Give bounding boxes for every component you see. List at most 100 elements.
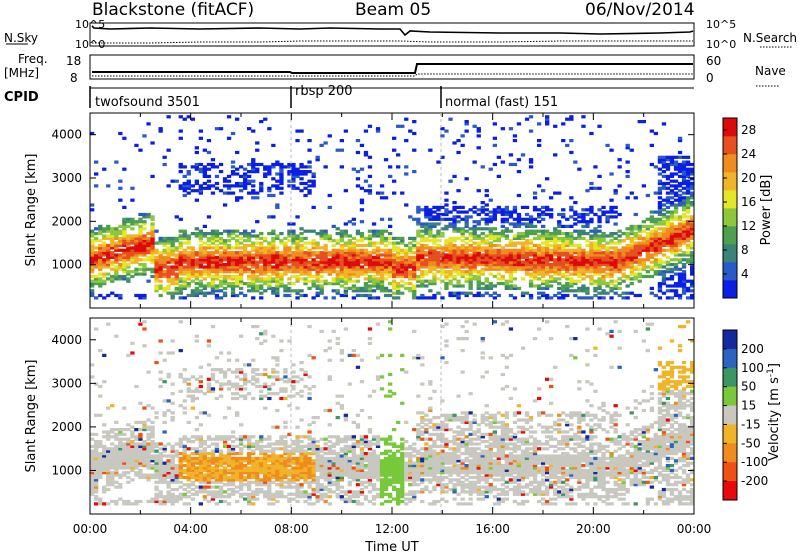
heatmap-cell xyxy=(690,284,695,288)
heatmap-cell xyxy=(452,260,457,264)
heatmap-cell xyxy=(130,241,135,245)
heatmap-cell xyxy=(275,184,280,188)
heatmap-cell xyxy=(440,205,445,209)
heatmap-cell xyxy=(230,165,236,169)
heatmap-cell xyxy=(146,461,151,465)
heatmap-cell xyxy=(669,227,675,231)
heatmap-cell xyxy=(690,184,695,188)
heatmap-cell xyxy=(162,466,167,470)
heatmap-cell xyxy=(210,265,216,269)
heatmap-cell xyxy=(138,452,143,456)
heatmap-cell xyxy=(90,253,95,257)
heatmap-cell xyxy=(335,239,340,243)
heatmap-cell xyxy=(673,239,679,243)
heatmap-cell xyxy=(94,236,99,240)
heatmap-cell xyxy=(206,167,212,171)
heatmap-cell xyxy=(412,258,417,262)
heatmap-cell xyxy=(653,293,658,298)
heatmap-cell xyxy=(452,222,457,226)
heatmap-cell xyxy=(379,272,385,276)
heatmap-cell xyxy=(379,184,385,188)
nave-line xyxy=(92,73,693,77)
heatmap-cell xyxy=(589,260,594,264)
heatmap-cell xyxy=(190,258,195,262)
heatmap-cell xyxy=(432,277,437,281)
heatmap-cell xyxy=(681,263,687,267)
heatmap-cell xyxy=(166,459,171,463)
heatmap-cell xyxy=(239,435,244,439)
heatmap-cell xyxy=(412,289,417,293)
heatmap-cell xyxy=(367,229,373,233)
heatmap-cell xyxy=(492,255,497,259)
heatmap-cell xyxy=(239,272,244,276)
heatmap-cell xyxy=(347,220,352,224)
heatmap-cell xyxy=(126,353,131,357)
heatmap-cell xyxy=(235,468,240,472)
heatmap-cell xyxy=(690,241,695,245)
heatmap-cell xyxy=(158,267,163,271)
heatmap-cell xyxy=(500,224,505,228)
heatmap-cell xyxy=(122,222,127,226)
heatmap-cell xyxy=(496,260,501,264)
heatmap-cell xyxy=(275,234,280,238)
heatmap-cell xyxy=(295,253,300,257)
heatmap-cell xyxy=(625,291,630,295)
heatmap-cell xyxy=(444,277,449,281)
heatmap-cell xyxy=(504,282,509,286)
heatmap-cell xyxy=(174,495,179,499)
heatmap-cell xyxy=(573,265,578,269)
heatmap-cell xyxy=(315,265,320,269)
heatmap-cell xyxy=(182,193,187,198)
heatmap-cell xyxy=(190,184,195,188)
heatmap-cell xyxy=(190,270,195,274)
heatmap-cell xyxy=(251,248,256,252)
heatmap-cell xyxy=(142,239,147,243)
heatmap-cell xyxy=(90,485,95,489)
heatmap-cell xyxy=(488,293,493,298)
heatmap-cell xyxy=(291,170,296,174)
heatmap-cell xyxy=(255,490,260,494)
heatmap-cell xyxy=(685,160,691,164)
heatmap-cell xyxy=(468,227,473,231)
heatmap-cell xyxy=(649,248,654,252)
heatmap-cell xyxy=(549,215,554,219)
heatmap-cell xyxy=(239,265,244,269)
heatmap-cell xyxy=(118,444,123,448)
heatmap-cell xyxy=(194,473,199,477)
heatmap-cell xyxy=(251,179,256,183)
heatmap-cell xyxy=(464,293,469,298)
heatmap-cell xyxy=(214,444,220,448)
heatmap-cell xyxy=(541,286,546,290)
heatmap-cell xyxy=(166,184,171,188)
heatmap-cell xyxy=(520,291,526,295)
heatmap-cell xyxy=(669,191,675,195)
heatmap-cell xyxy=(549,251,554,255)
heatmap-cell xyxy=(537,243,542,248)
heatmap-cell xyxy=(665,165,671,169)
heatmap-cell xyxy=(641,220,646,224)
heatmap-cell xyxy=(222,184,228,188)
heatmap-cell xyxy=(130,440,135,444)
heatmap-cell xyxy=(247,282,252,286)
heatmap-cell xyxy=(681,291,687,295)
heatmap-cell xyxy=(557,255,562,259)
heatmap-cell xyxy=(126,464,131,468)
heatmap-cell xyxy=(299,239,304,243)
heatmap-cell xyxy=(142,222,147,226)
heatmap-cell xyxy=(641,236,646,240)
heatmap-cell xyxy=(243,387,248,391)
heatmap-cell xyxy=(412,296,417,300)
heatmap-cell xyxy=(532,229,538,233)
heatmap-cell xyxy=(210,468,216,472)
heatmap-cell xyxy=(251,243,256,248)
heatmap-cell xyxy=(118,293,123,298)
heatmap-cell xyxy=(146,248,151,252)
heatmap-cell xyxy=(492,274,497,279)
heatmap-cell xyxy=(585,243,590,248)
heatmap-cell xyxy=(319,251,324,255)
heatmap-cell xyxy=(541,293,546,298)
heatmap-cell xyxy=(255,475,260,480)
heatmap-cell xyxy=(303,279,308,283)
heatmap-cell xyxy=(476,234,481,238)
heatmap-cell xyxy=(484,291,489,295)
